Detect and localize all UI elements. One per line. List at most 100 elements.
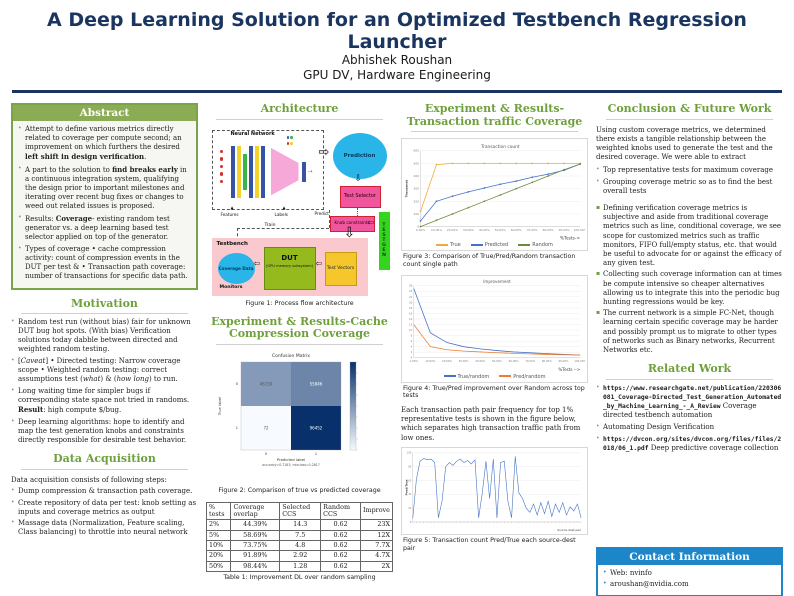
svg-text:96452: 96452 <box>309 425 322 430</box>
abstract-body: Attempt to define various metrics direct… <box>13 121 196 288</box>
figure2-caption: Figure 2: Comparison of true vs predicte… <box>218 486 381 494</box>
coverage-data-node: Coverage Data <box>217 252 255 284</box>
arrow-right-icon: ⇨ <box>318 144 330 160</box>
neural-network-label: Neural Network <box>230 130 275 137</box>
figure4-chart-box: 0 2 4 6 8 10 12 14 16 18 20 22 24 26 1.00% 10.00% 20.00%… <box>401 275 588 383</box>
conclusion-heading: Conclusion & Future Work <box>607 102 772 115</box>
train-dashed-line <box>328 209 330 228</box>
list-item: Deep learning algorithms: hope to identi… <box>11 418 198 445</box>
list-item[interactable]: https://www.researchgate.net/publication… <box>596 384 783 421</box>
table-cell: 0.62 <box>320 560 361 573</box>
monitors-label: Monitors <box>219 284 243 290</box>
related-work-heading: Related Work <box>647 362 732 376</box>
legend-swatch <box>436 244 449 246</box>
svg-text:70.00%: 70.00% <box>527 228 538 232</box>
svg-text:Pred/True: Pred/True <box>404 479 408 495</box>
figure3-caption: Figure 3: Comparison of True/Pred/Random… <box>403 253 576 269</box>
svg-text:22: 22 <box>409 295 413 299</box>
table-cell: 4.7X <box>359 550 393 562</box>
list-item[interactable]: Automating Design Verification <box>596 423 783 432</box>
svg-text:%Tests -->: %Tests --> <box>558 367 580 372</box>
contact-body: Web: nvinfo aroushan@nvidia.com <box>598 564 781 595</box>
nn-output-arrow-icon: → <box>307 167 313 175</box>
data-acquisition-intro: Data acquisition consists of following s… <box>11 476 167 484</box>
conclusion-list: Top representative tests for maximum cov… <box>596 166 783 198</box>
legend-swatch <box>518 244 531 246</box>
svg-text:40: 40 <box>408 493 412 496</box>
train-dashed-line <box>236 227 329 229</box>
data-acquisition-list: Dump compression & transaction path cove… <box>11 487 198 540</box>
contact-block: Contact Information Web: nvinfo aroushan@… <box>596 546 783 596</box>
predict-label: Predict <box>314 210 329 216</box>
triangle-up-icon: ▲ <box>282 204 286 210</box>
table-cell: 14.3 <box>279 519 322 531</box>
list-item: Create repository of data per test: knob… <box>11 499 198 517</box>
svg-text:90.00%: 90.00% <box>559 228 570 232</box>
table-cell: 4.8 <box>279 540 322 552</box>
legend-label: Pred/random <box>513 373 546 380</box>
arrow-left-icon: ⇦ <box>315 258 323 268</box>
train-label: Train <box>264 222 276 228</box>
table-cell: 0.62 <box>320 519 361 531</box>
svg-text:Transaction count: Transaction count <box>480 144 520 150</box>
svg-text:20: 20 <box>409 300 413 304</box>
table-cell: 50% <box>206 560 232 573</box>
table-header-row: % tests Coverage overlap Selected CCS Rando… <box>206 501 393 521</box>
svg-text:20.00%: 20.00% <box>442 359 452 363</box>
table-cell: 7.5 <box>279 529 322 542</box>
legend-label: Random <box>532 242 553 249</box>
nn-legend <box>286 136 313 148</box>
abstract-block: Abstract Attempt to define various metri… <box>11 103 198 290</box>
list-item: Random test run (without bias) fair for … <box>11 318 198 354</box>
svg-text:46150: 46150 <box>259 381 272 386</box>
legend-item: Random <box>518 242 553 248</box>
test-vectors-box: Test Vectors <box>324 251 357 286</box>
svg-text:14: 14 <box>409 317 413 321</box>
architecture-heading: Architecture <box>260 102 339 115</box>
svg-text:Predicted label: Predicted label <box>276 457 304 462</box>
transaction-section-heading: Experiment & Results-Transaction traffic… <box>406 102 583 128</box>
figure1-process-flow-diagram: Neural Network → ⇨ Prediction ⇩ Test Sel… <box>209 126 391 298</box>
svg-text:4: 4 <box>411 345 413 349</box>
columns: Abstract Attempt to define various metri… <box>0 93 794 596</box>
nn-output-layer <box>301 161 306 182</box>
legend-item: True <box>436 242 461 248</box>
svg-text:50.00%: 50.00% <box>492 359 502 363</box>
svg-text:16: 16 <box>409 312 413 316</box>
knob-constraints-box: Knob constraints <box>329 215 375 232</box>
svg-text:10.00%: 10.00% <box>425 359 435 363</box>
svg-text:600: 600 <box>414 149 420 153</box>
table-cell: 0.62 <box>320 529 361 542</box>
figure4-legend: True/random Pred/random <box>404 373 585 380</box>
dut-box: DUT (GPU memory subsystem) <box>263 246 316 290</box>
svg-text:100: 100 <box>407 451 412 454</box>
list-item[interactable]: https://dvcon.org/sites/dvcon.org/files/… <box>596 435 783 453</box>
svg-text:0: 0 <box>410 520 412 523</box>
svg-text:72: 72 <box>263 425 269 430</box>
svg-text:10.00%: 10.00% <box>431 228 442 232</box>
abstract-list: Attempt to define various metrics direct… <box>18 125 191 281</box>
legend-swatch <box>443 375 456 377</box>
neural-network-box <box>211 129 324 210</box>
arrow-left-icon: ⇦ <box>253 258 261 268</box>
list-item: Massage data (Normalization, Feature sca… <box>11 519 198 537</box>
svg-text:40.00%: 40.00% <box>479 228 490 232</box>
svg-text:100.00%: 100.00% <box>574 228 585 232</box>
table-cell: 23X <box>359 519 393 531</box>
svg-text:1: 1 <box>235 426 237 430</box>
svg-text:18: 18 <box>409 306 413 310</box>
table-cell: 20% <box>206 550 232 562</box>
figure4-caption: Figure 4: True/Pred improvement over Ran… <box>403 384 585 400</box>
figure5-line-chart: 0 20 40 60 80 100 Pred/True Source-dest pair <box>404 451 582 532</box>
divider <box>21 469 188 470</box>
svg-text:12: 12 <box>409 323 413 327</box>
svg-text:70.00%: 70.00% <box>525 359 535 363</box>
list-item: Web: nvinfo <box>603 569 776 578</box>
title-divider <box>12 90 782 93</box>
divider <box>21 313 188 315</box>
svg-text:90.00%: 90.00% <box>559 359 569 363</box>
table-cell: 12X <box>359 529 393 542</box>
data-acquisition-heading: Data Acquisition <box>53 452 156 466</box>
svg-text:Source-dest pair: Source-dest pair <box>557 528 582 532</box>
